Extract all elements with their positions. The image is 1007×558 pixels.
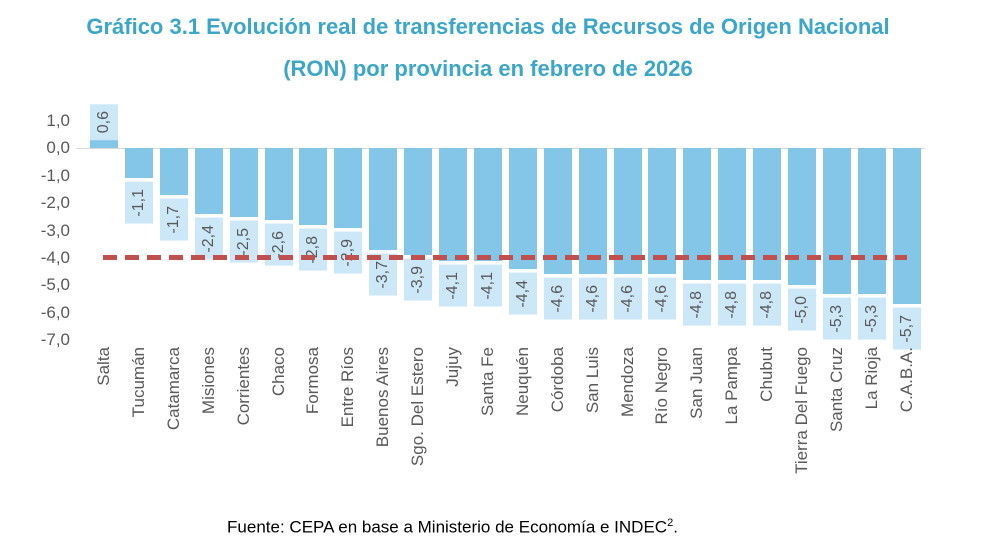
bar	[648, 148, 677, 275]
bar-value-label: -4,6	[578, 278, 607, 320]
bar-value-label: -4,1	[473, 264, 502, 307]
reference-line	[95, 255, 907, 261]
y-axis-tick-label: -5,0	[40, 275, 70, 295]
source-superscript: 2	[667, 517, 674, 529]
bar-value-label: -5,3	[857, 297, 886, 340]
bar	[264, 148, 293, 220]
bar-value-label: -4,4	[508, 272, 537, 315]
x-axis-label: Corrientes	[233, 347, 253, 426]
y-axis-tick-label: -2,0	[40, 193, 70, 213]
x-axis-label: Santa Cruz	[826, 347, 846, 433]
bar-value-label: -1,7	[159, 198, 188, 241]
bar	[857, 148, 886, 294]
bar	[892, 148, 921, 305]
bar-value-label: -5,3	[822, 297, 851, 340]
bar-value-label: -4,6	[543, 278, 572, 320]
bar-value-label: -2,9	[334, 231, 363, 274]
bar	[508, 148, 537, 269]
bar-value-label: -3,9	[404, 259, 433, 301]
bar-value-label: -1,1	[124, 182, 153, 225]
y-axis-tick-label: -7,0	[40, 330, 70, 350]
bar	[439, 148, 467, 261]
x-axis-label: Buenos Aires	[373, 347, 393, 448]
bar-value-label: 0,6	[90, 103, 118, 140]
bar-value-label: -2,4	[194, 218, 223, 260]
chart-title: Gráfico 3.1 Evolución real de transferen…	[0, 6, 976, 90]
y-axis-tick-label: -3,0	[40, 220, 70, 240]
bar	[473, 148, 502, 261]
bar	[229, 148, 258, 217]
y-axis-tick-label: -6,0	[40, 302, 70, 322]
x-axis-label: Mendoza	[617, 347, 637, 417]
x-axis-label: Jujuy	[443, 347, 462, 387]
y-axis-tick-label: 1,0	[46, 110, 70, 130]
x-axis-label: Tucumán	[128, 347, 148, 418]
x-axis-label: Chubut	[757, 347, 777, 402]
x-axis-label: Santa Fe	[477, 347, 497, 416]
bar-value-label: -5,7	[892, 308, 921, 351]
y-axis-tick-label: -1,0	[40, 165, 70, 185]
source-period: .	[673, 517, 678, 537]
x-axis-label: La Rioja	[861, 347, 881, 410]
x-axis-label: Córdoba	[547, 347, 567, 413]
bar	[543, 148, 572, 275]
bar	[369, 148, 398, 250]
bar-value-label: -4,8	[753, 283, 782, 326]
y-axis-tick-label: 0,0	[46, 138, 70, 158]
x-axis-label: Misiones	[198, 347, 218, 415]
x-axis-label: La Pampa	[722, 347, 742, 425]
source-text: Fuente: CEPA en base a Ministerio de Eco…	[227, 517, 668, 537]
bar-value-label: -5,0	[788, 289, 816, 331]
bar-value-label: -4,6	[613, 278, 642, 320]
x-axis-label: Sgo. Del Estero	[408, 347, 428, 467]
bar-value-label: -4,1	[439, 264, 467, 307]
x-axis-label: Catamarca	[163, 347, 183, 431]
bar	[124, 148, 153, 179]
x-axis-label: Neuquén	[512, 347, 532, 417]
x-axis-label: Formosa	[303, 347, 323, 415]
bar	[404, 148, 433, 256]
bar	[334, 148, 363, 228]
x-axis-label: C.A.B.A.	[896, 347, 916, 413]
bar	[578, 148, 607, 275]
x-axis-label: Salta	[94, 347, 113, 386]
chart-title-line2: (RON) por provincia en febrero de 2026	[283, 56, 693, 81]
x-axis-label: San Luis	[582, 347, 602, 414]
bar	[822, 148, 851, 294]
source-note: Fuente: CEPA en base a Ministerio de Eco…	[0, 517, 905, 538]
y-axis-tick-label: -4,0	[40, 247, 70, 267]
bar	[613, 148, 642, 275]
x-axis-label: Tierra Del Fuego	[792, 347, 811, 474]
chart-title-line1: Gráfico 3.1 Evolución real de transferen…	[86, 14, 890, 39]
x-axis-label: Río Negro	[652, 347, 672, 425]
x-axis-label: Entre Ríos	[338, 347, 358, 428]
bar-value-label: -4,8	[718, 283, 747, 326]
x-axis-label: San Juan	[687, 347, 707, 419]
bar-value-label: -4,8	[683, 283, 712, 326]
bar	[194, 148, 223, 215]
bar	[788, 148, 816, 286]
bar-value-label: -2,8	[299, 229, 328, 271]
bar-value-label: -4,6	[648, 278, 677, 320]
bar	[159, 148, 188, 195]
x-axis-label: Chaco	[268, 347, 288, 397]
bar	[299, 148, 328, 226]
